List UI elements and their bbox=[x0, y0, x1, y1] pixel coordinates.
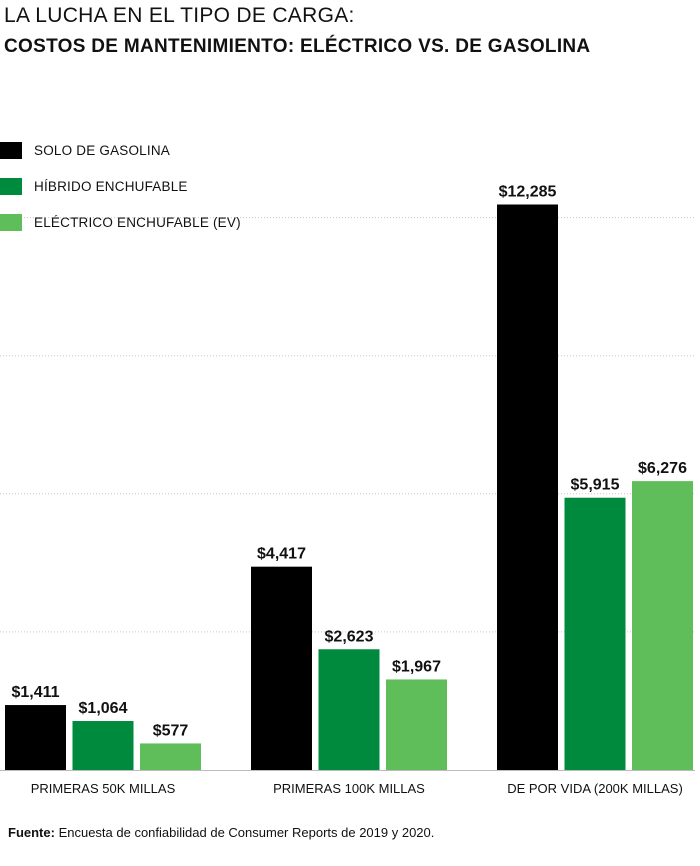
legend-swatch-hibrido bbox=[0, 177, 22, 195]
source-text: Encuesta de confiabilidad de Consumer Re… bbox=[54, 825, 435, 840]
data-label-hibrido-enchufable-1: $2,623 bbox=[325, 628, 374, 645]
bar-electrico-enchufable-ev-2 bbox=[632, 481, 693, 770]
data-label-solo-de-gasolina-0: $1,411 bbox=[11, 684, 59, 701]
bar-electrico-enchufable-ev-1 bbox=[386, 679, 447, 770]
bar-solo-de-gasolina-1 bbox=[251, 566, 312, 770]
chart-title: LA LUCHA EN EL TIPO DE CARGA: bbox=[4, 4, 355, 27]
bar-hibrido-enchufable-0 bbox=[72, 721, 134, 770]
data-label-electrico-enchufable-ev-0: $577 bbox=[153, 722, 189, 739]
bar-hibrido-enchufable-2 bbox=[564, 497, 626, 770]
legend-swatch-gasolina bbox=[0, 141, 22, 159]
legend: SOLO DE GASOLINA HÍBRIDO ENCHUFABLE ELÉC… bbox=[0, 140, 241, 248]
data-label-solo-de-gasolina-1: $4,417 bbox=[257, 546, 306, 563]
bar-solo-de-gasolina-2 bbox=[497, 204, 558, 770]
legend-item-gasolina: SOLO DE GASOLINA bbox=[0, 140, 241, 160]
data-label-solo-de-gasolina-2: $12,285 bbox=[499, 184, 557, 201]
chart-subtitle: COSTOS DE MANTENIMIENTO: ELÉCTRICO VS. D… bbox=[4, 36, 591, 57]
legend-item-electrico: ELÉCTRICO ENCHUFABLE (EV) bbox=[0, 212, 241, 232]
legend-label-gasolina: SOLO DE GASOLINA bbox=[34, 142, 170, 158]
legend-label-electrico: ELÉCTRICO ENCHUFABLE (EV) bbox=[34, 214, 241, 230]
legend-label-hibrido: HÍBRIDO ENCHUFABLE bbox=[34, 178, 188, 194]
legend-item-hibrido: HÍBRIDO ENCHUFABLE bbox=[0, 176, 241, 196]
data-label-hibrido-enchufable-0: $1,064 bbox=[79, 700, 128, 717]
data-label-electrico-enchufable-ev-1: $1,967 bbox=[392, 658, 441, 675]
bar-solo-de-gasolina-0 bbox=[5, 705, 66, 770]
category-label-2: DE POR VIDA (200K MILLAS) bbox=[507, 781, 683, 796]
data-label-hibrido-enchufable-2: $5,915 bbox=[571, 477, 620, 494]
legend-swatch-electrico bbox=[0, 213, 22, 231]
source-note: Fuente: Encuesta de confiabilidad de Con… bbox=[8, 825, 434, 840]
bar-hibrido-enchufable-1 bbox=[318, 649, 380, 770]
source-label: Fuente: bbox=[8, 825, 55, 840]
bar-electrico-enchufable-ev-0 bbox=[140, 743, 201, 770]
data-label-electrico-enchufable-ev-2: $6,276 bbox=[638, 460, 687, 477]
category-label-1: PRIMERAS 100K MILLAS bbox=[273, 781, 425, 796]
category-label-0: PRIMERAS 50K MILLAS bbox=[31, 781, 176, 796]
